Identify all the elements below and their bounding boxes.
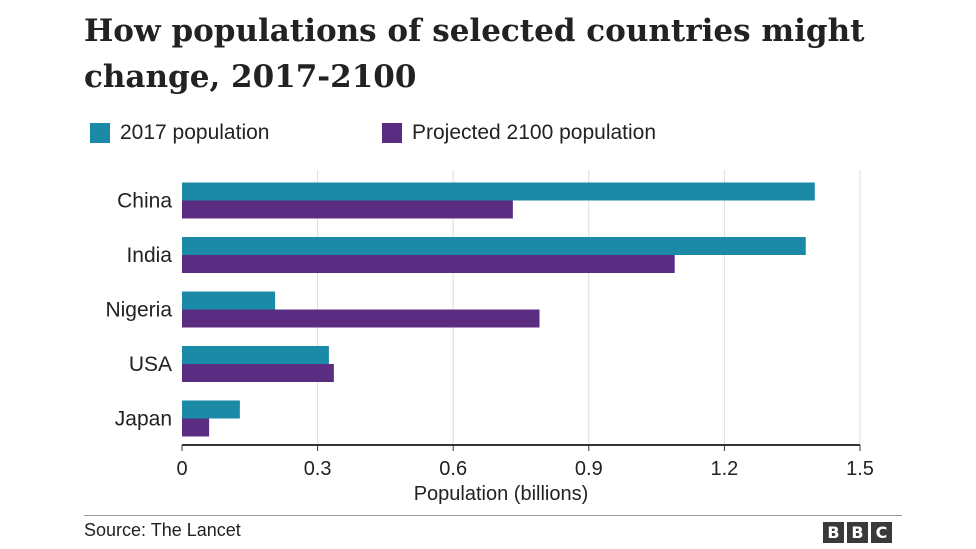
source-note: Source: The Lancet bbox=[84, 520, 241, 540]
legend-swatch-2100 bbox=[382, 123, 402, 143]
x-tick-label: 0.3 bbox=[304, 458, 332, 480]
x-tick-label: 0.9 bbox=[575, 458, 603, 480]
bar-nigeria-2100 bbox=[182, 309, 540, 328]
bar-chart: China India Nigeria USA Japan 0 0.3 0.6 0.9 1.2 1.… bbox=[105, 170, 874, 505]
source-divider bbox=[84, 515, 902, 516]
bar-usa-2017 bbox=[182, 346, 329, 364]
category-label: China bbox=[117, 190, 172, 213]
bar-china-2100 bbox=[182, 200, 513, 219]
logo-letter-b2: B bbox=[847, 522, 868, 543]
bar-japan-2100 bbox=[182, 418, 210, 437]
legend-label-2100: Projected 2100 population bbox=[412, 121, 657, 144]
x-axis-title: Population (billions) bbox=[414, 483, 589, 505]
category-label: Japan bbox=[115, 408, 172, 431]
legend-swatch-2017 bbox=[90, 123, 110, 143]
legend-label-2017: 2017 population bbox=[120, 121, 270, 144]
bar-nigeria-2017 bbox=[182, 291, 276, 310]
x-tick-label: 0 bbox=[176, 458, 187, 480]
logo-letter-c: C bbox=[871, 522, 892, 543]
bar-japan-2017 bbox=[182, 400, 240, 419]
chart-title: How populations of selected countries mi… bbox=[84, 13, 865, 95]
bar-usa-2100 bbox=[182, 364, 334, 382]
bbc-logo: B B C bbox=[823, 522, 892, 543]
legend: 2017 population Projected 2100 populatio… bbox=[90, 118, 910, 148]
category-label: India bbox=[126, 244, 172, 267]
x-tick-label: 0.6 bbox=[439, 458, 467, 480]
logo-letter-b1: B bbox=[823, 522, 844, 543]
legend-item-2100: Projected 2100 population bbox=[382, 118, 656, 148]
x-tick-label: 1.2 bbox=[710, 458, 738, 480]
x-tick-label: 1.5 bbox=[846, 458, 874, 480]
category-label: Nigeria bbox=[105, 299, 172, 322]
legend-item-2017: 2017 population bbox=[90, 118, 269, 148]
bar-china-2017 bbox=[182, 182, 815, 201]
category-label: USA bbox=[129, 353, 172, 376]
bar-india-2017 bbox=[182, 237, 806, 255]
bar-india-2100 bbox=[182, 255, 675, 273]
